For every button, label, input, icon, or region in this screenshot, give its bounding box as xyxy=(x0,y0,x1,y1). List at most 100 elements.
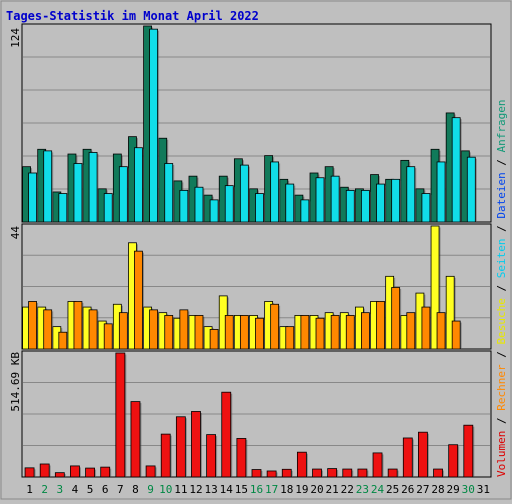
bar-seiten-day-28 xyxy=(436,161,446,223)
x-tick-label: 12 xyxy=(189,483,202,496)
x-tick-label: 24 xyxy=(371,483,385,496)
bar-besuche-day-28 xyxy=(430,225,440,350)
bar-rechner-day-1 xyxy=(28,301,37,350)
bar-rechner-day-4 xyxy=(73,301,83,350)
bar-rechner-day-28 xyxy=(436,312,446,350)
legend-separator: / xyxy=(495,152,508,172)
bar-volumen-day-27 xyxy=(418,431,428,478)
legend-separator: / xyxy=(495,345,508,365)
bar-volumen-day-9 xyxy=(145,465,156,478)
bar-volumen-day-8 xyxy=(130,401,141,478)
x-tick-label: 1 xyxy=(26,483,33,496)
x-tick-label: 25 xyxy=(386,483,399,496)
bar-volumen-day-29 xyxy=(448,444,459,478)
bar-volumen-day-18 xyxy=(281,468,292,478)
x-tick-label: 30 xyxy=(462,483,475,496)
bar-rechner-day-23 xyxy=(361,312,370,350)
x-tick-labels: 1 2 3 4 5 6 7 8 9 10 11 12 13 14 15 16 17 18 19 20 21 22 23 24 2… xyxy=(26,483,490,496)
x-tick-label: 9 xyxy=(147,483,154,496)
bar-rechner-day-9 xyxy=(149,309,158,350)
bar-seiten-day-2 xyxy=(43,150,53,223)
bar-seiten-day-23 xyxy=(361,189,370,223)
bar-rechner-day-20 xyxy=(315,317,325,350)
bar-seiten-day-1 xyxy=(28,172,37,223)
bar-rechner-day-22 xyxy=(345,315,355,350)
bar-seiten-day-29 xyxy=(451,117,461,223)
bar-volumen-day-13 xyxy=(206,434,217,478)
bar-volumen-day-11 xyxy=(175,416,186,478)
bar-volumen-day-7 xyxy=(115,352,126,478)
bar-rechner-day-11 xyxy=(179,309,189,350)
x-tick-label: 23 xyxy=(356,483,369,496)
x-tick-label: 31 xyxy=(477,483,490,496)
bar-seiten-day-24 xyxy=(376,183,385,223)
bar-volumen-day-28 xyxy=(433,468,443,478)
y-max-label-top: 124 xyxy=(9,28,22,48)
x-tick-label: 8 xyxy=(132,483,139,496)
x-tick-label: 11 xyxy=(174,483,187,496)
bar-volumen-day-14 xyxy=(221,391,232,478)
x-tick-label: 27 xyxy=(416,483,429,496)
x-tick-label: 20 xyxy=(310,483,323,496)
legend-entry-rechner: Rechner xyxy=(495,364,508,411)
legend-entry-anfragen: Anfragen xyxy=(495,99,508,152)
y-max-label-middle: 44 xyxy=(9,226,22,240)
bar-rechner-day-2 xyxy=(43,309,53,350)
bar-seiten-day-13 xyxy=(209,199,219,223)
bar-volumen-day-12 xyxy=(191,411,201,478)
bar-rechner-day-12 xyxy=(194,315,204,350)
bar-volumen-day-21 xyxy=(327,468,338,478)
x-tick-label: 15 xyxy=(235,483,248,496)
y-max-label-bottom: 514.69 KB xyxy=(9,352,22,412)
bar-seiten-day-27 xyxy=(421,193,431,223)
x-tick-label: 19 xyxy=(295,483,308,496)
legend-separator: / xyxy=(495,219,508,239)
bar-rechner-day-15 xyxy=(239,315,249,350)
bar-volumen-day-1 xyxy=(24,467,35,478)
bar-rechner-day-7 xyxy=(118,312,128,350)
bar-seiten-day-7 xyxy=(118,166,128,223)
bar-volumen-day-5 xyxy=(85,467,95,478)
bar-volumen-day-15 xyxy=(236,438,247,478)
x-tick-label: 2 xyxy=(41,483,48,496)
chart-title: Tages-Statistik im Monat April 2022 xyxy=(6,9,259,23)
x-tick-label: 10 xyxy=(159,483,172,496)
x-tick-label: 29 xyxy=(447,483,460,496)
bar-rechner-day-17 xyxy=(270,303,280,350)
bar-seiten-day-8 xyxy=(134,147,143,223)
bar-seiten-day-21 xyxy=(330,175,340,223)
bar-volumen-day-24 xyxy=(372,452,383,478)
bar-seiten-day-18 xyxy=(285,183,295,223)
legend-entry-volumen: Volumen xyxy=(495,431,508,477)
legend-separator: / xyxy=(495,278,508,298)
bar-rechner-day-3 xyxy=(58,331,68,350)
bar-seiten-day-6 xyxy=(103,193,113,223)
bar-rechner-day-25 xyxy=(391,287,401,350)
x-tick-label: 3 xyxy=(57,483,64,496)
bar-rechner-day-24 xyxy=(376,301,385,350)
bar-seiten-day-16 xyxy=(255,193,264,223)
bar-seiten-day-26 xyxy=(406,166,416,223)
bar-rechner-day-13 xyxy=(209,329,219,350)
bar-seiten-day-19 xyxy=(300,199,310,223)
bar-seiten-day-20 xyxy=(315,177,325,223)
bar-seiten-day-22 xyxy=(345,189,355,223)
bar-rechner-day-21 xyxy=(330,315,340,350)
bar-seiten-day-4 xyxy=(73,163,83,223)
bar-volumen-day-2 xyxy=(39,463,50,478)
bar-rechner-day-27 xyxy=(421,306,431,350)
bar-volumen-day-4 xyxy=(70,465,80,478)
bar-seiten-day-5 xyxy=(88,152,98,223)
bar-rechner-day-19 xyxy=(300,315,310,350)
bar-volumen-day-10 xyxy=(160,433,171,478)
bar-rechner-day-16 xyxy=(255,317,264,350)
legend-entry-seiten: Seiten xyxy=(495,239,508,279)
bar-rechner-day-29 xyxy=(451,320,461,350)
bar-volumen-day-26 xyxy=(402,437,413,478)
x-tick-label: 4 xyxy=(72,483,79,496)
bar-rechner-day-5 xyxy=(88,309,98,350)
bar-seiten-day-15 xyxy=(239,164,249,223)
x-tick-label: 21 xyxy=(326,483,339,496)
bar-rechner-day-10 xyxy=(164,315,174,350)
bar-volumen-day-25 xyxy=(387,468,398,478)
